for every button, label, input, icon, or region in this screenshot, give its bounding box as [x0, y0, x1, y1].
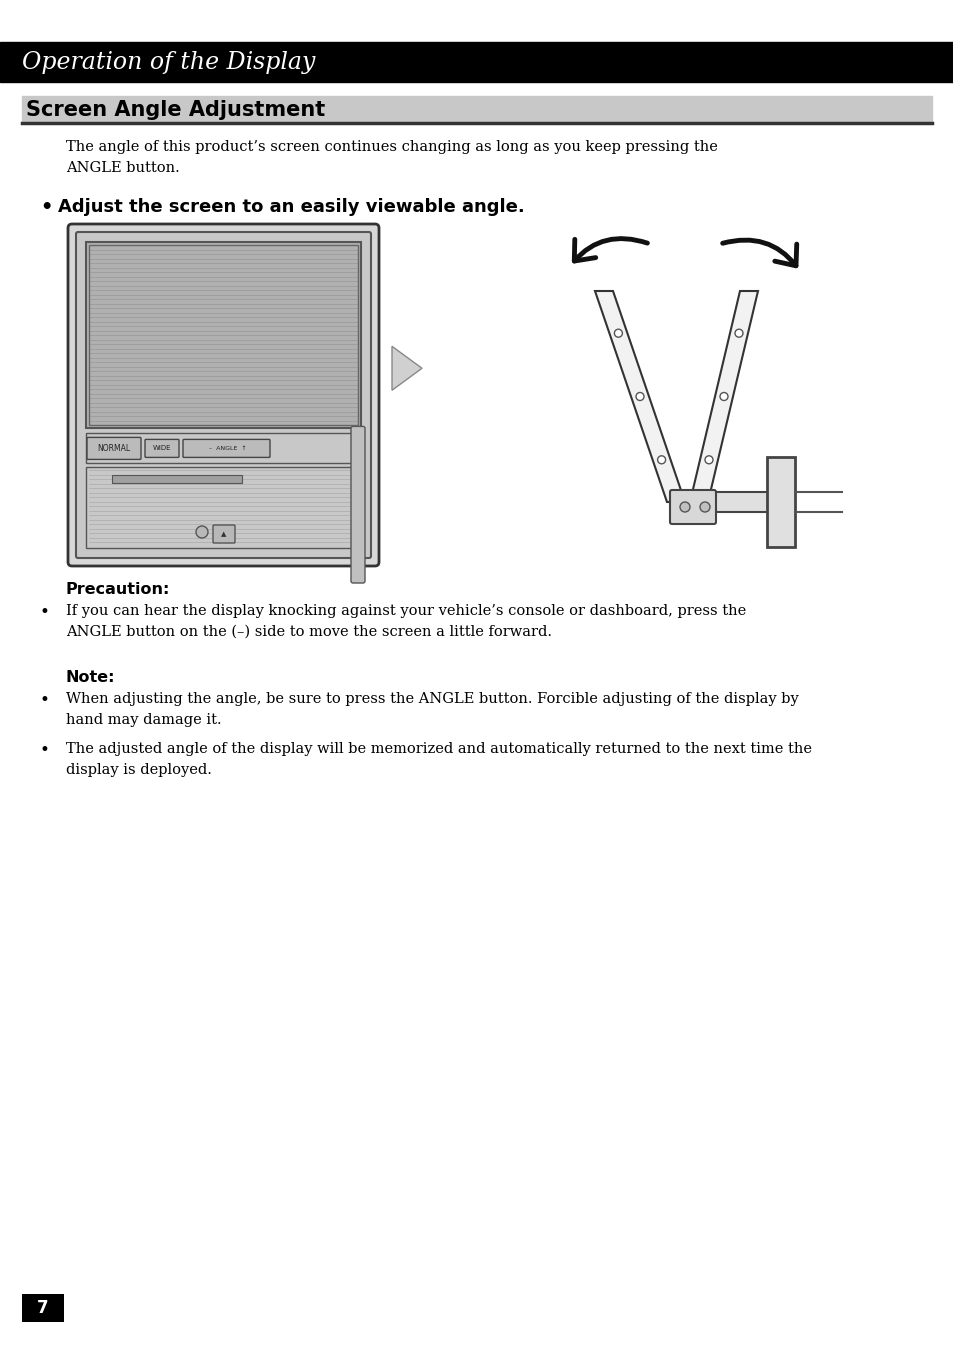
Circle shape: [636, 393, 643, 401]
Text: 7: 7: [37, 1299, 49, 1317]
Bar: [112, 475, 242, 483]
FancyArrowPatch shape: [722, 240, 796, 266]
Bar: [89, 246, 357, 425]
Polygon shape: [689, 291, 758, 502]
Text: •: •: [40, 742, 50, 759]
Circle shape: [679, 502, 689, 513]
Bar: [0, 42, 953, 82]
Bar: [22, 1294, 64, 1322]
Circle shape: [195, 526, 208, 538]
FancyBboxPatch shape: [68, 224, 378, 567]
Text: Note:: Note:: [66, 670, 115, 685]
FancyBboxPatch shape: [87, 437, 141, 460]
Bar: [86, 433, 360, 464]
Text: When adjusting the angle, be sure to press the ANGLE button. Forcible adjusting : When adjusting the angle, be sure to pre…: [66, 692, 798, 727]
Text: –  ANGLE  ↑: – ANGLE ↑: [209, 447, 247, 451]
Text: Adjust the screen to an easily viewable angle.: Adjust the screen to an easily viewable …: [58, 198, 524, 216]
Text: The angle of this product’s screen continues changing as long as you keep pressi: The angle of this product’s screen conti…: [66, 140, 717, 174]
Text: ▲: ▲: [221, 532, 227, 537]
Circle shape: [734, 329, 742, 337]
Bar: [86, 467, 360, 548]
Text: •: •: [40, 198, 52, 216]
FancyArrowPatch shape: [574, 239, 647, 260]
Text: •: •: [40, 692, 50, 710]
FancyBboxPatch shape: [213, 525, 234, 544]
Bar: [766, 457, 794, 546]
Text: Precaution:: Precaution:: [66, 581, 171, 598]
Text: Screen Angle Adjustment: Screen Angle Adjustment: [26, 100, 325, 120]
Circle shape: [700, 502, 709, 513]
Circle shape: [720, 393, 727, 401]
FancyBboxPatch shape: [669, 490, 716, 523]
FancyBboxPatch shape: [145, 440, 179, 457]
FancyBboxPatch shape: [351, 426, 365, 583]
Polygon shape: [595, 291, 684, 502]
Text: If you can hear the display knocking against your vehicle’s console or dashboard: If you can hear the display knocking aga…: [66, 604, 745, 638]
Bar: [22, 96, 931, 121]
Text: •: •: [40, 604, 50, 621]
Text: Operation of the Display: Operation of the Display: [22, 51, 315, 74]
Bar: [711, 492, 771, 513]
Circle shape: [614, 329, 621, 337]
Polygon shape: [392, 347, 421, 390]
Circle shape: [657, 456, 665, 464]
Circle shape: [704, 456, 712, 464]
FancyBboxPatch shape: [76, 232, 371, 558]
Bar: [86, 241, 360, 429]
FancyBboxPatch shape: [183, 440, 270, 457]
Text: The adjusted angle of the display will be memorized and automatically returned t: The adjusted angle of the display will b…: [66, 742, 811, 777]
Text: WIDE: WIDE: [152, 445, 172, 452]
Text: NORMAL: NORMAL: [97, 444, 131, 453]
